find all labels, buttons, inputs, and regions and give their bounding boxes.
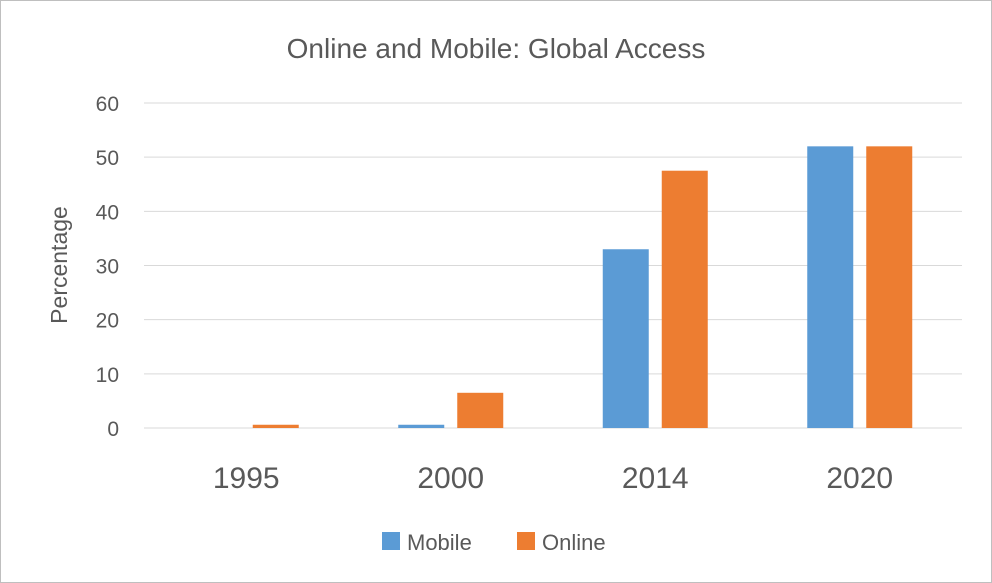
y-axis-label: Percentage [46,206,72,324]
bar-online-1995 [252,424,299,428]
y-tick-label: 20 [96,310,119,333]
legend-swatch-online [517,532,535,550]
bar-mobile-2000 [398,424,445,428]
y-tick-label: 30 [96,256,119,279]
legend-swatch-mobile [382,532,400,550]
bar-mobile-2020 [807,146,854,429]
chart-title: Online and Mobile: Global Access [287,33,706,64]
gridlines [144,102,962,429]
bar-online-2000 [457,392,504,428]
x-tick-label: 2020 [826,462,893,495]
x-axis-ticks: 1995 2000 2014 2020 [213,462,893,495]
y-axis-ticks: 0 10 20 30 40 50 60 [96,93,119,441]
bar-online-2020 [866,146,913,429]
y-tick-label: 0 [107,418,119,441]
y-tick-label: 50 [96,147,119,170]
y-tick-label: 60 [96,93,119,116]
bar-mobile-2014 [602,249,649,428]
legend-label-mobile: Mobile [407,530,472,555]
bar-online-2014 [661,170,708,429]
y-tick-label: 10 [96,364,119,387]
x-tick-label: 2000 [417,462,484,495]
legend: Mobile Online [382,530,606,555]
x-tick-label: 1995 [213,462,280,495]
x-tick-label: 2014 [622,462,689,495]
bars [252,146,913,429]
y-tick-label: 40 [96,201,119,224]
legend-label-online: Online [542,530,606,555]
